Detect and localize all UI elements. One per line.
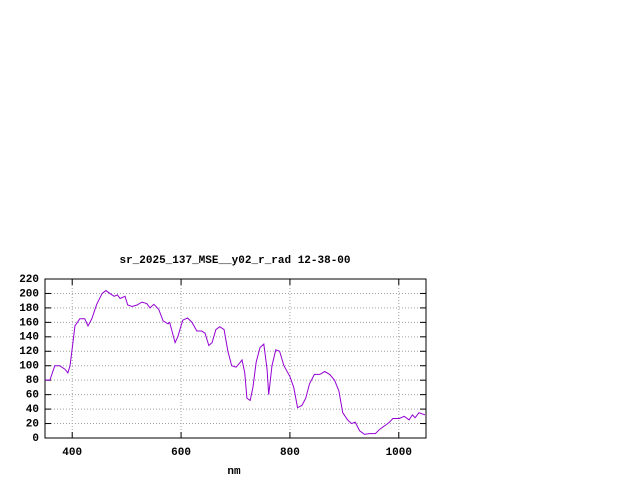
y-tick-label: 160 (19, 317, 39, 329)
x-axis-label: nm (227, 466, 241, 478)
y-tick-label: 40 (26, 404, 39, 416)
y-tick-label: 180 (19, 303, 39, 315)
y-tick-label: 220 (19, 274, 39, 286)
data-line (45, 289, 426, 435)
x-tick-label: 800 (280, 447, 300, 459)
y-tick-label: 80 (26, 375, 39, 387)
y-tick-label: 20 (26, 418, 39, 430)
y-tick-label: 140 (19, 332, 39, 344)
x-tick-label: 400 (62, 447, 82, 459)
y-tick-label: 0 (32, 433, 39, 445)
y-tick-label: 60 (26, 390, 39, 402)
y-tick-label: 100 (19, 361, 39, 373)
chart-title: sr_2025_137_MSE__y02_r_rad 12-38-00 (119, 255, 350, 267)
y-tick-label: 120 (19, 346, 39, 358)
x-tick-label: 600 (171, 447, 191, 459)
plot-border (44, 278, 427, 439)
y-tick-label: 200 (19, 288, 39, 300)
x-tick-label: 1000 (386, 447, 412, 459)
